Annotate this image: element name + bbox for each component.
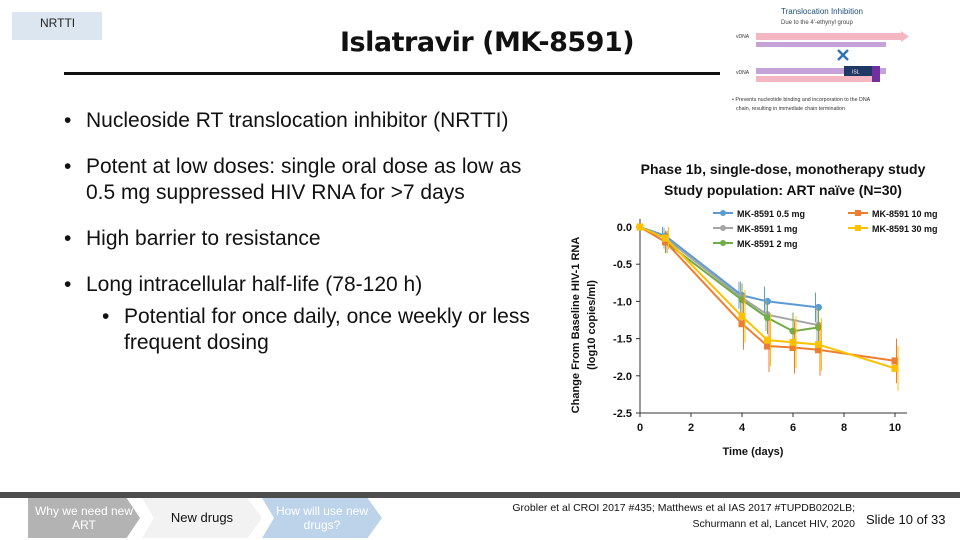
data-point — [815, 323, 822, 331]
dna-strand-bottom-2 — [756, 76, 874, 82]
chart-title: Phase 1b, single-dose, monotherapy study — [641, 161, 926, 177]
isl-badge — [844, 66, 872, 76]
data-point — [764, 314, 771, 322]
legend-marker — [720, 240, 726, 246]
section-tag: NRTTI — [12, 12, 102, 40]
dna-end-block — [872, 66, 880, 82]
legend-marker — [855, 210, 861, 216]
nav-how-use-new-drugs[interactable]: How will use new drugs? — [262, 498, 382, 538]
footer-bar — [0, 492, 960, 498]
bullet-item: Potent at low doses: single oral dose as… — [62, 154, 532, 206]
y-tick-label: -1.0 — [613, 296, 632, 308]
reference-line: Schurmann et al, Lancet HIV, 2020 — [692, 518, 855, 530]
inhibitor-x-icon — [837, 49, 849, 61]
legend-label: MK-8591 2 mg — [737, 239, 798, 249]
data-point — [815, 346, 822, 354]
x-tick-label: 8 — [841, 422, 847, 434]
legend-marker — [720, 210, 726, 216]
inset-label-top: vDNA — [736, 34, 750, 40]
dna-arrow-top — [901, 31, 909, 42]
data-point — [764, 342, 771, 350]
bullet-item: Nucleoside RT translocation inhibitor (N… — [62, 108, 532, 134]
data-point — [738, 296, 746, 304]
bullet-item: Long intracellular half-life (78-120 h) — [62, 272, 532, 298]
y-tick-label: -1.5 — [613, 334, 632, 346]
data-point — [815, 341, 822, 349]
title-rule — [64, 72, 720, 75]
isl-badge-label: ISL — [852, 70, 860, 76]
mechanism-diagram: Translocation Inhibition Due to the 4'-e… — [726, 2, 956, 122]
dna-strand-top — [756, 33, 901, 40]
legend-label: MK-8591 0.5 mg — [737, 209, 805, 219]
chart-x-label: Time (days) — [723, 446, 784, 458]
x-tick-label: 0 — [637, 422, 643, 434]
inset-subtitle: Due to the 4'-ethynyl group — [781, 20, 854, 26]
slide-counter: Slide 10 of 33 — [866, 512, 946, 527]
bullet-list: Nucleoside RT translocation inhibitor (N… — [62, 108, 532, 356]
legend-marker — [720, 225, 726, 231]
chart-subtitle: Study population: ART naïve (N=30) — [664, 182, 902, 198]
nav-new-drugs[interactable]: New drugs — [142, 498, 262, 538]
dna-strand-top-2 — [756, 42, 886, 47]
data-point — [891, 357, 899, 365]
viral-load-chart: Phase 1b, single-dose, monotherapy study… — [570, 161, 938, 458]
data-point — [738, 312, 746, 320]
data-point — [636, 223, 644, 231]
y-tick-label: -2.0 — [613, 371, 632, 383]
bullet-item: High barrier to resistance — [62, 226, 532, 252]
legend-marker — [855, 225, 861, 231]
chart-y-label: Change From Baseline HIV-1 RNA — [570, 237, 582, 414]
data-point — [891, 364, 899, 372]
legend-label: MK-8591 30 mg — [872, 224, 938, 234]
inset-note-2: chain, resulting in immediate chain term… — [736, 106, 845, 112]
page-title: Islatravir (MK-8591) — [340, 27, 635, 58]
chart-y-label-units: (log10 copies/ml) — [586, 280, 598, 370]
inset-label-bottom: vDNA — [736, 70, 750, 76]
y-tick-label: -2.5 — [613, 408, 632, 420]
x-tick-label: 10 — [889, 422, 901, 434]
y-tick-label: 0.0 — [617, 222, 632, 234]
dna-strand-bottom — [756, 68, 886, 74]
data-point — [738, 320, 746, 328]
sub-bullet-item: Potential for once daily, once weekly or… — [100, 304, 532, 356]
references: Grobler et al CROI 2017 #435; Matthews e… — [470, 500, 855, 532]
reference-line: Grobler et al CROI 2017 #435; Matthews e… — [512, 502, 855, 514]
x-tick-label: 2 — [688, 422, 694, 434]
data-point — [789, 327, 797, 335]
data-point — [764, 336, 771, 344]
y-tick-label: -0.5 — [613, 259, 632, 271]
data-point — [789, 344, 797, 352]
legend-label: MK-8591 10 mg — [872, 209, 938, 219]
data-point — [789, 338, 797, 346]
legend-label: MK-8591 1 mg — [737, 224, 798, 234]
x-tick-label: 4 — [739, 422, 746, 434]
inset-title: Translocation Inhibition — [781, 7, 863, 16]
data-point — [662, 234, 669, 242]
nav-why-new-art[interactable]: Why we need new ART — [28, 498, 140, 538]
inset-note-1: • Prevents nucleotide binding and incorp… — [732, 97, 871, 103]
data-point — [662, 238, 669, 246]
x-tick-label: 6 — [790, 422, 796, 434]
